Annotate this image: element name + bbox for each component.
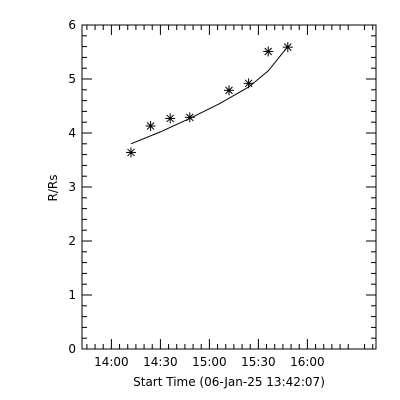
y-tick-label: 1 [68, 288, 76, 302]
data-point [263, 46, 274, 57]
y-tick-label: 2 [68, 234, 76, 248]
y-tick-label: 0 [68, 342, 76, 356]
y-tick-label: 5 [68, 72, 76, 86]
x-tick-label: 15:30 [241, 355, 276, 369]
x-tick-label: 16:00 [290, 355, 325, 369]
data-points [126, 42, 293, 158]
y-tick-label: 3 [68, 180, 76, 194]
data-point [145, 120, 156, 131]
data-point [282, 42, 293, 53]
x-tick-label: 14:30 [143, 355, 178, 369]
data-point [184, 112, 195, 123]
x-tick-label: 14:00 [94, 355, 129, 369]
y-tick-label: 6 [68, 18, 76, 32]
x-tick-label: 15:00 [192, 355, 227, 369]
data-point [224, 85, 234, 96]
data-point [126, 147, 136, 158]
fit-line [130, 46, 289, 145]
data-point [243, 78, 254, 89]
axis-ticks [82, 24, 376, 350]
tick-labels: 0 1 2 3 4 5 6 14:00 14:30 15:00 15:30 16:00 [68, 18, 324, 369]
y-tick-label: 4 [68, 126, 76, 140]
y-axis-title: R/Rs [46, 175, 60, 202]
x-axis-title: Start Time (06-Jan-25 13:42:07) [133, 375, 325, 389]
data-point [165, 113, 176, 124]
